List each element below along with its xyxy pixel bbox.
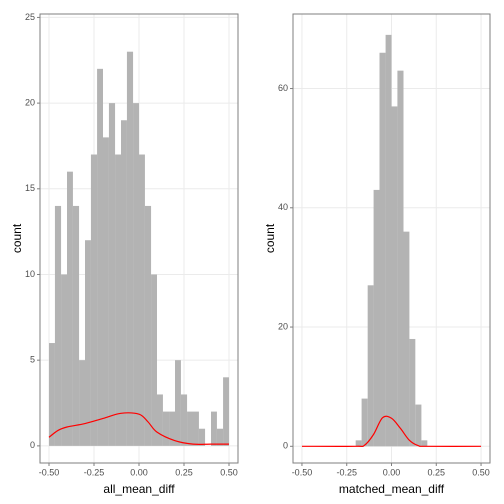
bar [151,274,157,446]
bar [421,440,428,447]
panel-border [292,13,491,464]
x-tick-label: 0.00 [130,467,148,477]
x-tick-label: -0.50 [39,467,60,477]
y-tick-label: 0 [30,440,35,450]
y-tick-label: 20 [25,97,35,107]
bar [216,428,224,446]
y-tick-label: 20 [278,321,288,331]
bar [415,404,422,447]
bar [211,411,217,446]
bar [54,205,62,446]
x-tick-label: 0.25 [428,467,446,477]
bar [90,154,98,446]
bar [61,274,67,446]
x-tick-label: 0.25 [175,467,193,477]
bar [126,51,134,446]
bar [180,394,188,446]
bar [139,154,145,446]
y-tick-label: 5 [30,355,35,365]
bar [72,205,80,446]
bar [85,240,91,446]
density-line [48,412,230,445]
x-axis-label: matched_mean_diff [339,482,445,496]
panel-border [39,13,239,464]
bar [103,137,109,446]
bar [367,285,374,447]
y-tick-label: 40 [278,202,288,212]
bar [115,154,121,446]
bar [169,411,175,446]
x-tick-label: 0.50 [220,467,238,477]
bar [193,411,199,446]
bar [391,106,398,447]
bar [187,411,193,446]
bar [355,440,362,447]
y-axis-label: count [263,223,277,253]
y-tick-label: 60 [278,83,288,93]
bar [121,120,127,446]
bar [409,338,416,447]
bar [133,103,139,446]
bar [79,360,85,446]
y-tick-label: 25 [25,12,35,22]
density-line [301,415,482,447]
y-tick-label: 15 [25,183,35,193]
bar [162,411,170,446]
bar [108,103,116,446]
bar [175,360,181,446]
bar [223,377,229,446]
x-tick-label: -0.50 [292,467,313,477]
bar [144,205,152,446]
x-tick-label: -0.25 [84,467,105,477]
bar [403,231,410,447]
bar [397,70,404,447]
bar [67,171,73,446]
y-axis-label: count [10,223,24,253]
bar [157,394,163,446]
x-tick-label: -0.25 [336,467,357,477]
x-tick-label: 0.50 [472,467,490,477]
x-axis-label: all_mean_diff [103,482,175,496]
bar [198,428,206,446]
bar [385,34,392,447]
y-tick-label: 0 [283,441,288,451]
bar [373,189,380,447]
bar [379,52,386,447]
bar [49,343,55,446]
y-tick-label: 10 [25,269,35,279]
bar [361,398,368,447]
x-tick-label: 0.00 [383,467,401,477]
bar [97,68,103,446]
